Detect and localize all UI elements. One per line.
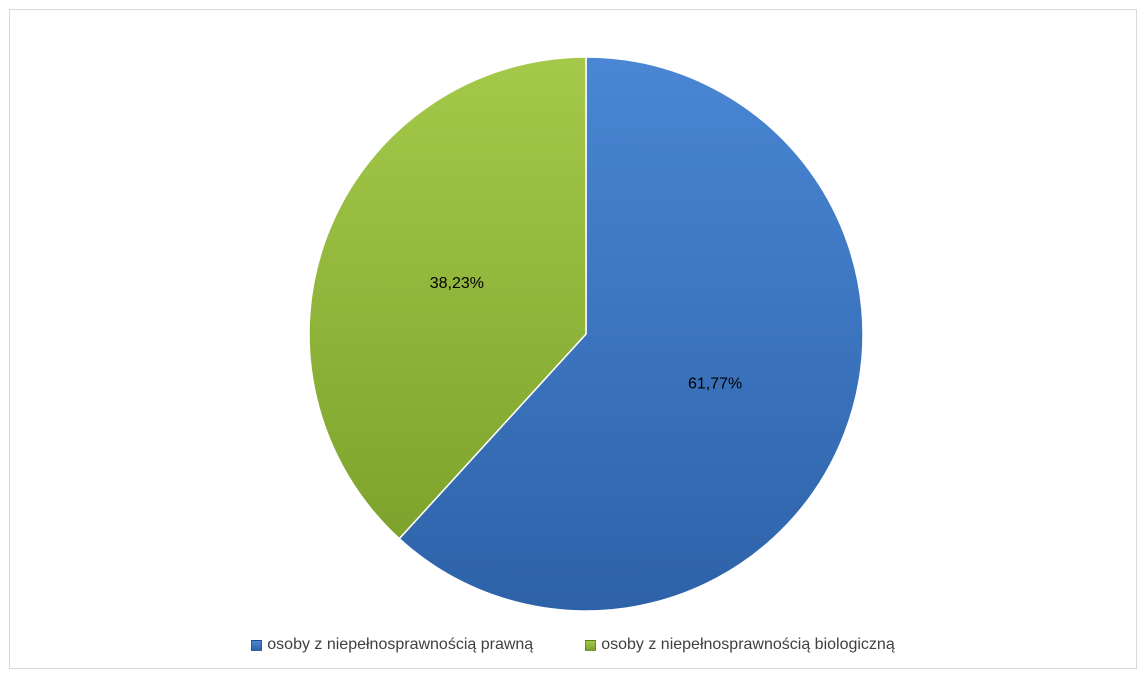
slice-label-0: 61,77% bbox=[688, 375, 742, 392]
legend-swatch-green bbox=[585, 639, 597, 651]
slice-label-1: 38,23% bbox=[430, 275, 484, 292]
pie-slice-0[interactable] bbox=[398, 56, 864, 612]
legend-item-prawna[interactable]: osoby z niepełnosprawnością prawną bbox=[251, 636, 533, 654]
legend-label: osoby z niepełnosprawnością biologiczną bbox=[601, 636, 895, 653]
chart-frame: 61,77% 38,23% osoby z niepełnosprawnością… bbox=[9, 9, 1137, 669]
pie-chart: 61,77% 38,23% bbox=[308, 56, 864, 612]
legend-label: osoby z niepełnosprawnością prawną bbox=[267, 636, 534, 653]
legend: osoby z niepełnosprawnością prawną osoby… bbox=[10, 636, 1136, 654]
legend-swatch-blue bbox=[251, 639, 263, 651]
pie-slice-1[interactable] bbox=[308, 56, 587, 540]
legend-item-biologiczna[interactable]: osoby z niepełnosprawnością biologiczną bbox=[585, 636, 895, 654]
